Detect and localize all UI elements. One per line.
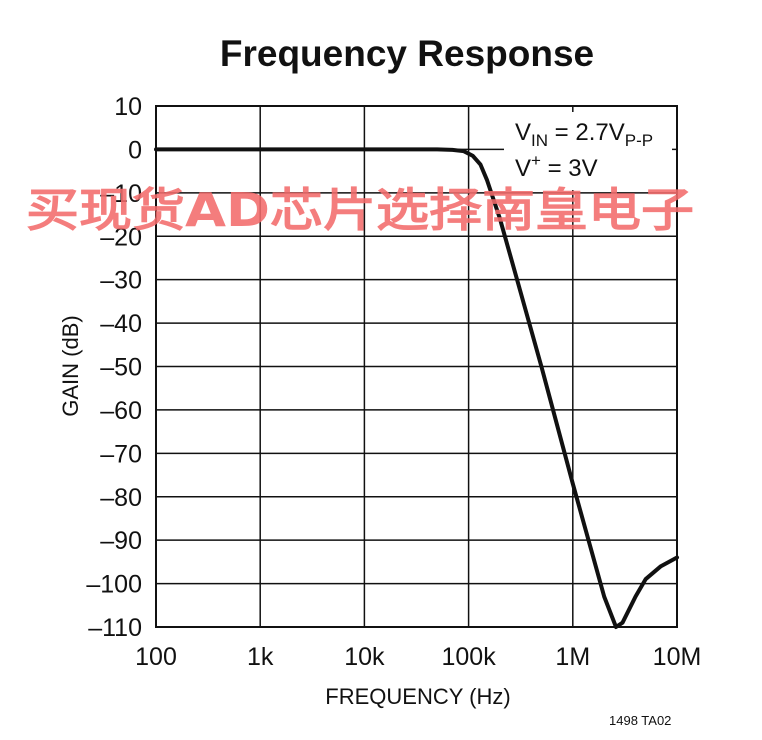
y-tick-label: –60 (100, 397, 142, 425)
y-tick-label: 10 (114, 93, 142, 121)
y-tick-label: –10 (100, 180, 142, 208)
y-tick-label: –50 (100, 354, 142, 382)
y-tick-label: –40 (100, 310, 142, 338)
x-tick-label: 10k (344, 643, 385, 671)
y-tick-label: 0 (128, 136, 142, 164)
y-tick-label: –90 (100, 527, 142, 555)
x-tick-label: 100 (135, 643, 177, 671)
annotation-vin: VIN = 2.7VP-P (515, 119, 653, 150)
x-axis-label: FREQUENCY (Hz) (325, 684, 510, 709)
figure-code: 1498 TA02 (609, 713, 671, 728)
x-tick-label: 100k (441, 643, 496, 671)
plot-border (155, 105, 678, 628)
annotation-background (504, 112, 672, 190)
y-tick-label: –20 (100, 223, 142, 251)
x-tick-labels: 100 1k 10k 100k 1M 10M (135, 643, 701, 671)
y-tick-label: –80 (100, 484, 142, 512)
annotation-vplus: V+ = 3V (515, 151, 598, 182)
gain-curve (154, 147, 679, 629)
y-tick-label: –100 (86, 571, 142, 599)
watermark-text: 买现货AD芯片选择南皇电子 (26, 183, 694, 237)
chart-title: Frequency Response (220, 33, 594, 74)
y-tick-labels: 10 0 –10 –20 –30 –40 –50 –60 –70 –80 –90 –100 –110 (86, 93, 142, 642)
y-tick-label: –110 (88, 614, 142, 642)
x-tick-label: 10M (653, 643, 702, 671)
y-tick-label: –70 (100, 440, 142, 468)
y-axis-label: GAIN (dB) (58, 315, 83, 416)
x-tick-label: 1k (247, 643, 274, 671)
y-tick-label: –30 (100, 267, 142, 295)
x-tick-label: 1M (555, 643, 590, 671)
